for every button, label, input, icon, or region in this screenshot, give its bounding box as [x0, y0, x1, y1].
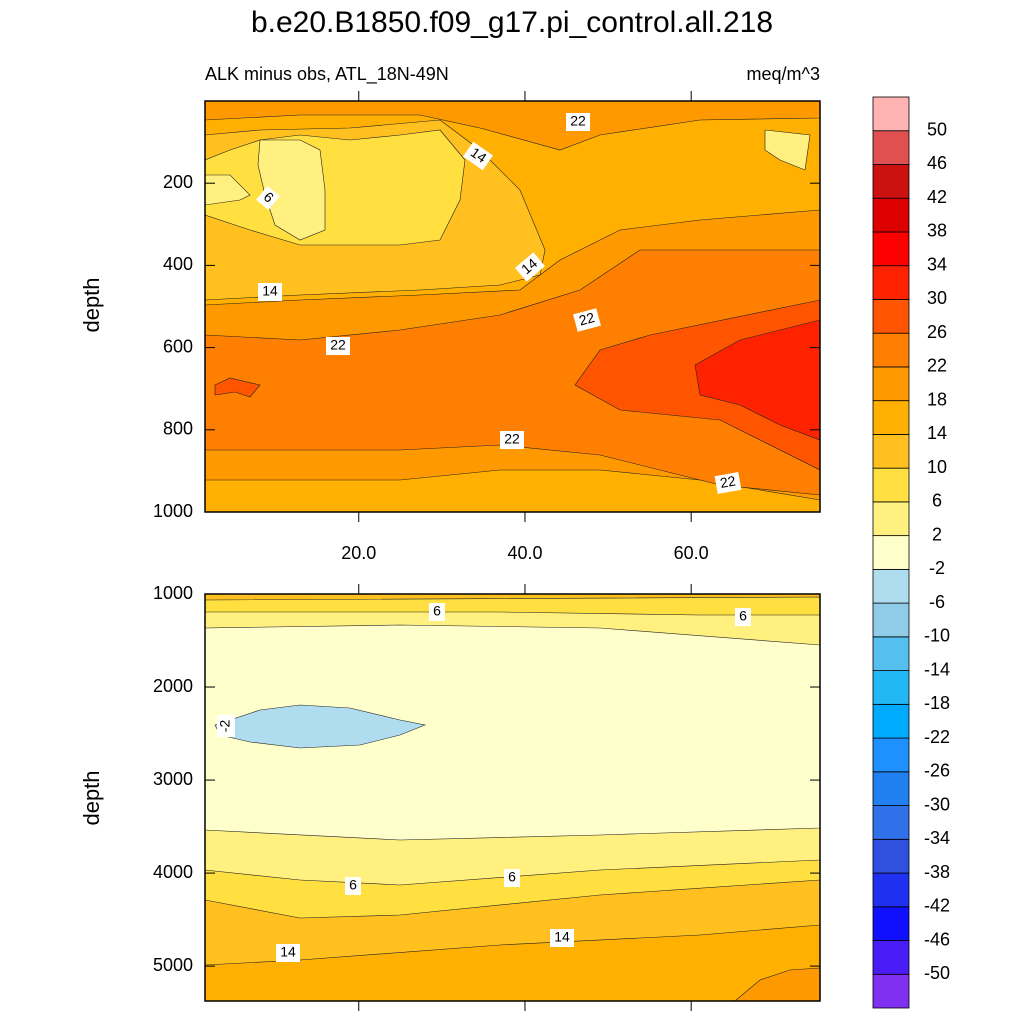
colorbar-label: -50	[924, 963, 950, 983]
colorbar-box	[872, 872, 910, 908]
colorbar-label: -18	[924, 693, 950, 713]
colorbar-label: -22	[924, 727, 950, 747]
colorbar-box	[872, 197, 910, 233]
colorbar-box	[872, 231, 910, 267]
contour-label: 22	[504, 431, 520, 447]
colorbar-box	[872, 805, 910, 840]
colorbar-box	[872, 96, 910, 132]
chart-title: b.e20.B1850.f09_g17.pi_control.all.218	[251, 6, 773, 39]
contour-label: 22	[570, 113, 586, 129]
contour-field	[205, 594, 820, 1001]
colorbar-label: 50	[927, 119, 947, 139]
y-tick-label: 3000	[153, 769, 193, 789]
contour-label: 14	[262, 283, 278, 299]
colorbar-label: -38	[924, 862, 950, 882]
colorbar-box	[872, 265, 910, 300]
y-tick-label: 800	[163, 419, 193, 439]
units: meq/m^3	[747, 64, 820, 84]
colorbar-label: 26	[927, 322, 947, 342]
y-tick-label: 600	[163, 336, 193, 356]
y-tick-label: 5000	[153, 955, 193, 975]
contour-label: -2	[217, 720, 233, 733]
x-tick-label: 60.0	[674, 543, 709, 563]
colorbar-label: 2	[932, 524, 942, 544]
plot-frame	[204, 100, 821, 513]
colorbar-label: 42	[927, 187, 947, 207]
colorbar-label: 46	[927, 153, 947, 173]
colorbar-label: 10	[927, 457, 947, 477]
colorbar-label: -10	[924, 626, 950, 646]
contour-field	[205, 101, 820, 512]
contour-labels: 22 14 6 14 14 22 22 22 22 6 6 -2 6 6 14 …	[217, 113, 751, 962]
y-tick-label: 1000	[153, 501, 193, 521]
colorbar-label: 30	[927, 288, 947, 308]
colorbar-label: 14	[927, 423, 947, 443]
y-axis-label: depth	[79, 770, 104, 825]
colorbar-box	[872, 568, 910, 604]
colorbar-box	[872, 366, 910, 402]
colorbar-label: -30	[924, 794, 950, 814]
colorbar-label: 18	[927, 389, 947, 409]
colorbar-box	[872, 501, 910, 537]
colorbar-box	[872, 670, 910, 705]
colorbar-box	[872, 535, 910, 570]
y-axis-label: depth	[79, 277, 104, 332]
colorbar-box	[872, 737, 910, 773]
colorbar-label: -46	[924, 929, 950, 949]
colorbar-box	[872, 771, 910, 806]
colorbar-box	[872, 973, 910, 1009]
contour-label: 6	[508, 869, 516, 885]
colorbar-label: -6	[929, 592, 945, 612]
colorbar-box	[872, 164, 910, 199]
contour-label: 6	[739, 608, 747, 624]
x-tick-label: 40.0	[507, 543, 542, 563]
x-tick-label: 20.0	[341, 543, 376, 563]
colorbar-label: 22	[927, 356, 947, 376]
contour-label: 14	[554, 929, 570, 945]
colorbar-label: 34	[927, 254, 947, 274]
contour-label: 22	[719, 472, 737, 490]
colorbar-label: -42	[924, 896, 950, 916]
y-tick-label: 400	[163, 254, 193, 274]
contour-label: 14	[280, 944, 296, 960]
y-tick-label: 4000	[153, 862, 193, 882]
colorbar-box	[872, 467, 910, 503]
colorbar-box	[872, 602, 910, 638]
y-tick-label: 1000	[153, 583, 193, 603]
y-tick-label: 200	[163, 172, 193, 192]
y-tick-label: 2000	[153, 676, 193, 696]
colorbar-box	[872, 299, 910, 334]
colorbar-label: 6	[932, 491, 942, 511]
contour-label: 22	[577, 309, 596, 329]
colorbar-label: -14	[924, 659, 950, 679]
plot-frame	[204, 593, 821, 1002]
colorbar-box	[872, 906, 910, 941]
colorbar-label: -26	[924, 761, 950, 781]
colorbar-box	[872, 838, 910, 874]
colorbar-box	[872, 332, 910, 368]
colorbar-label: 38	[927, 221, 947, 241]
colorbar-label: -2	[929, 558, 945, 578]
colorbar-box	[872, 130, 910, 165]
contour-label: 22	[330, 337, 346, 353]
colorbar-box	[872, 400, 910, 435]
colorbar-box	[872, 940, 910, 975]
colorbar-box	[872, 434, 910, 469]
colorbar-box	[872, 703, 910, 739]
colorbar-label: -34	[924, 828, 950, 848]
contour-label: 6	[433, 603, 441, 619]
subtitle: ALK minus obs, ATL_18N-49N	[205, 64, 449, 85]
contour-label: 6	[349, 877, 357, 893]
colorbar-box	[872, 636, 910, 671]
